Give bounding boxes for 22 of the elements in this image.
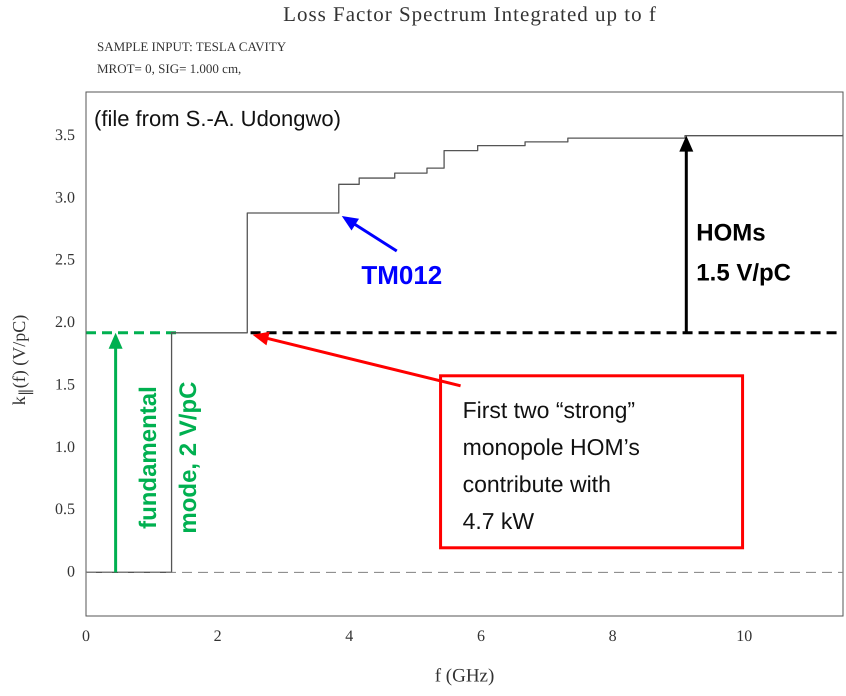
y-tick-label: 2.5 xyxy=(55,252,75,269)
x-tick-label: 2 xyxy=(214,628,222,645)
chart-title: Loss Factor Spectrum Integrated up to f xyxy=(282,2,658,27)
x-tick-label: 4 xyxy=(345,628,354,645)
annotation: (file from S.-A. Udongwo) xyxy=(94,106,341,131)
x-tick-label: 10 xyxy=(736,628,752,645)
x-tick-label: 0 xyxy=(82,628,90,645)
x-tick-label: 8 xyxy=(608,628,617,645)
y-tick-label: 3.5 xyxy=(55,126,75,144)
y-tick-label: 2.0 xyxy=(55,314,75,332)
y-tick-label: 0.5 xyxy=(55,501,75,518)
chart-subtitle: SAMPLE INPUT: TESLA CAVITY MROT= 0, SIG= 1.000 cm, xyxy=(97,38,286,78)
annotation: TM012 xyxy=(361,260,442,290)
y-tick-label: 3.0 xyxy=(55,189,75,206)
y-tick-label: 1.0 xyxy=(55,438,75,456)
y-tick-label: 1.5 xyxy=(55,376,75,394)
y-tick-label: 0 xyxy=(67,564,75,581)
x-axis-title: f (GHz) xyxy=(434,666,494,687)
x-tick-label: 6 xyxy=(476,628,485,645)
annotation: First two “strong” monopole HOM’s contribute with 4.7 kW xyxy=(462,396,640,534)
annotation: HOMs 1.5 V/pC xyxy=(696,220,792,287)
annotation: fundamental mode, 2 V/pC xyxy=(135,382,202,534)
